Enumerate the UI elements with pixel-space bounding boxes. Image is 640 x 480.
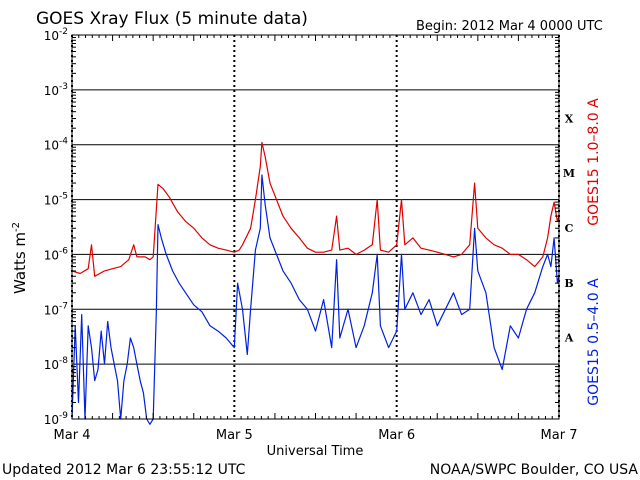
flare-class-m: M xyxy=(563,167,575,180)
x-axis-label: Universal Time xyxy=(267,444,364,459)
y-tick-label: 10-3 xyxy=(44,82,68,98)
begin-label: Begin: 2012 Mar 4 0000 UTC xyxy=(416,19,603,34)
flare-class-labels: X M C B A xyxy=(563,112,575,344)
y-tick-label: 10-8 xyxy=(44,356,69,372)
series-line-red xyxy=(71,141,560,277)
series-legend-blue: GOES15 0.5–4.0 A xyxy=(586,278,602,406)
source-credit: NOAA/SWPC Boulder, CO USA xyxy=(430,462,639,478)
y-tick-label: 10-6 xyxy=(44,246,69,262)
updated-timestamp: Updated 2012 Mar 6 23:55:12 UTC xyxy=(2,462,246,478)
flare-class-x: X xyxy=(565,112,574,125)
plot-frame xyxy=(71,34,560,420)
y-tick-label: 10-7 xyxy=(44,301,68,317)
x-tick-label: Mar 5 xyxy=(216,428,253,443)
y-tick-label: 10-4 xyxy=(44,137,69,153)
series-legend-red: GOES15 1.0–8.0 A xyxy=(586,98,602,226)
flare-class-b: B xyxy=(564,277,573,290)
y-axis-label-text: Watts m xyxy=(11,232,29,294)
y-axis-label: Watts m-2 xyxy=(11,222,29,294)
y-axis-label-exponent: -2 xyxy=(11,222,22,232)
x-tick-label: Mar 7 xyxy=(541,428,578,443)
chart-title: GOES Xray Flux (5 minute data) xyxy=(36,9,308,29)
x-tick-label: Mar 4 xyxy=(54,428,91,443)
y-tick-label: 10-5 xyxy=(44,192,68,208)
flare-class-a: A xyxy=(564,332,574,345)
flare-class-c: C xyxy=(565,222,574,235)
y-tick-label: 10-2 xyxy=(44,27,68,43)
y-tick-label: 10-9 xyxy=(44,411,69,427)
y-axis-ticks: 10-9 10-8 10-7 10-6 10-5 10-4 10-3 10-2 xyxy=(44,27,559,427)
x-tick-label: Mar 6 xyxy=(378,428,415,443)
x-axis-ticks: Mar 4 Mar 5 Mar 6 Mar 7 xyxy=(54,35,578,443)
